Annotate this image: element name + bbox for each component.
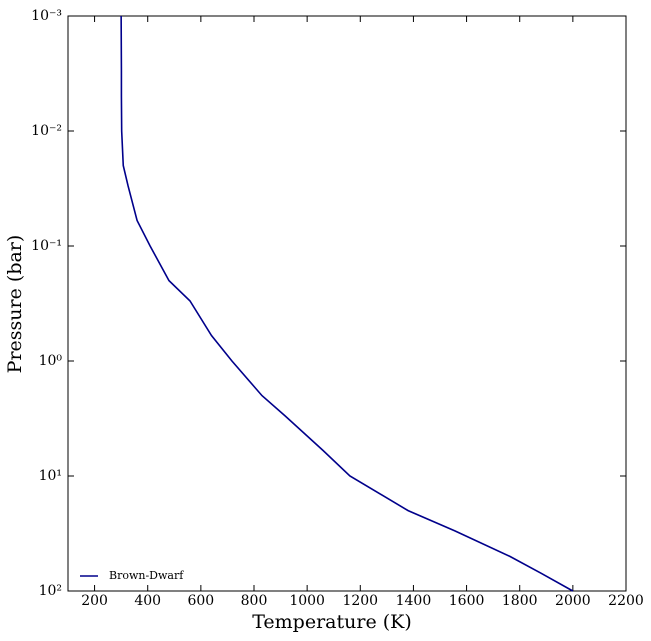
y-tick-label: 10⁰ [39, 353, 63, 369]
legend-label: Brown-Dwarf [109, 569, 184, 582]
x-tick-label: 1000 [289, 593, 325, 609]
x-tick-label: 1800 [502, 593, 538, 609]
x-tick-label: 800 [241, 593, 268, 609]
y-tick-label: 10⁻¹ [31, 238, 62, 254]
y-tick-label: 10² [39, 583, 62, 599]
x-tick-label: 2000 [555, 593, 591, 609]
x-tick-label: 400 [134, 593, 161, 609]
y-axis-label: Pressure (bar) [4, 235, 26, 374]
x-tick-label: 1600 [449, 593, 485, 609]
x-tick-label: 600 [187, 593, 214, 609]
x-tick-label: 200 [81, 593, 108, 609]
x-tick-label: 1200 [342, 593, 378, 609]
x-tick-label: 2200 [608, 593, 644, 609]
y-tick-label: 10⁻³ [31, 8, 62, 24]
y-tick-label: 10¹ [39, 468, 62, 484]
x-axis-label: Temperature (K) [252, 611, 412, 633]
data-line [120, 15, 574, 592]
x-tick-label: 1400 [396, 593, 432, 609]
y-tick-label: 10⁻² [31, 123, 62, 139]
plot-frame [67, 15, 627, 592]
